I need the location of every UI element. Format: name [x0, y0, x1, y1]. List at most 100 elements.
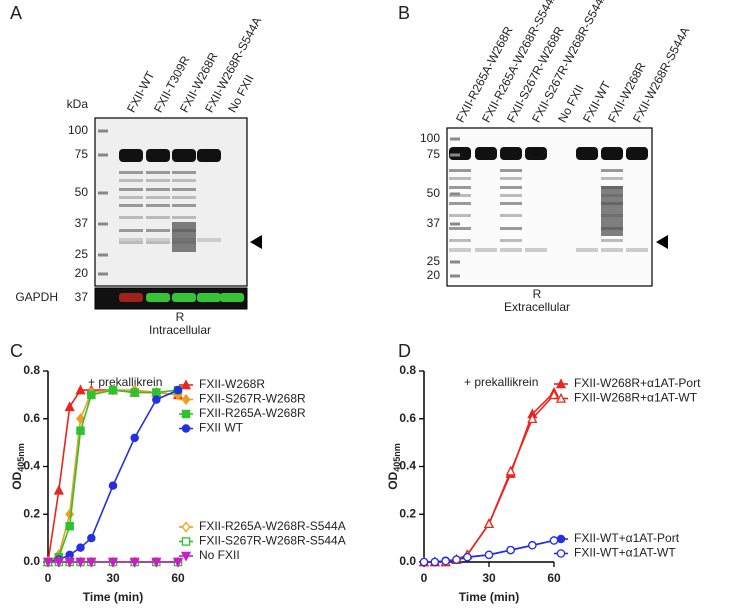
loading-band	[172, 293, 196, 302]
smear-band	[601, 239, 623, 242]
ladder-band	[98, 129, 108, 133]
smear-band	[500, 186, 522, 189]
ladder-band	[450, 222, 460, 226]
panel-label: D	[398, 341, 411, 361]
ladder-band	[450, 192, 460, 196]
smear-band	[119, 229, 143, 232]
kda-label: kDa	[67, 97, 89, 111]
y-tick-label: 0.4	[23, 459, 40, 473]
marker-label: 25	[427, 254, 441, 268]
loading-marker: 37	[75, 290, 89, 304]
y-tick-label: 0.2	[23, 506, 40, 520]
y-tick-label: 0.8	[399, 363, 416, 377]
point	[76, 543, 85, 552]
y-tick-label: 0.0	[23, 554, 40, 568]
point	[505, 465, 516, 476]
legend-label: FXII-R265A-W268R	[199, 406, 306, 420]
point	[108, 481, 118, 490]
heavy-smear	[601, 186, 623, 236]
y-axis-label-sub: 405nm	[16, 443, 26, 472]
point	[463, 552, 472, 562]
marker-label: 50	[75, 185, 89, 199]
point	[130, 388, 139, 397]
smear-band	[449, 227, 471, 230]
point	[528, 541, 537, 550]
x-tick-label: 30	[482, 571, 496, 585]
point	[483, 518, 495, 529]
point	[53, 484, 64, 495]
point	[527, 413, 538, 423]
protein-band	[197, 149, 221, 162]
legend-marker	[180, 379, 192, 390]
blot-note: R	[533, 287, 542, 301]
legend-marker	[181, 409, 191, 419]
point	[75, 557, 86, 568]
point	[484, 550, 494, 560]
x-tick-label: 0	[45, 571, 52, 585]
legend-label: FXII WT	[199, 421, 244, 435]
ladder-band	[450, 137, 460, 141]
blot	[94, 117, 248, 287]
faint-band	[449, 248, 471, 252]
point	[65, 508, 75, 520]
arrowhead	[250, 235, 262, 249]
point	[108, 385, 118, 395]
smear-band	[119, 204, 143, 207]
smear-band	[119, 196, 143, 199]
protein-band	[626, 147, 648, 160]
annotation: + prekallikrein	[464, 375, 538, 389]
smear-band	[119, 171, 143, 174]
smear-band	[500, 169, 522, 172]
x-axis-label: Time (min)	[459, 590, 519, 604]
point	[42, 557, 54, 568]
ladder-band	[450, 153, 460, 157]
smear-band	[146, 171, 170, 174]
y-tick-label: 0.6	[23, 411, 40, 425]
legend-marker	[181, 424, 191, 433]
smear-band	[500, 227, 522, 230]
legend-marker	[555, 392, 567, 403]
faint-band	[500, 248, 522, 252]
y-axis-label: OD405nm	[10, 443, 26, 490]
smear-band	[146, 188, 170, 191]
ladder-band	[98, 253, 108, 257]
smear-band	[449, 214, 471, 217]
y-tick-label: 0.0	[399, 554, 416, 568]
blot-note: R	[176, 310, 185, 324]
x-tick-label: 60	[547, 571, 561, 585]
smear-band	[449, 202, 471, 205]
marker-label: 20	[75, 266, 89, 280]
smear-band	[449, 239, 471, 242]
legend-marker	[181, 521, 191, 533]
smear-band	[119, 216, 143, 219]
marker-label: 75	[427, 147, 441, 161]
smear-band	[146, 204, 170, 207]
legend-label: No FXII	[199, 548, 240, 562]
marker-label: 25	[75, 247, 89, 261]
x-tick-label: 30	[106, 571, 120, 585]
fraction-label: Extracellular	[504, 300, 570, 314]
point	[65, 521, 74, 531]
faint-band	[475, 248, 497, 252]
point	[76, 413, 85, 425]
legend-label: FXII-S267R-W268R-S544A	[199, 534, 346, 548]
ladder-band	[98, 191, 108, 195]
legend-marker	[555, 378, 567, 389]
point	[107, 557, 119, 568]
loading-band	[146, 293, 170, 302]
ladder-band	[98, 222, 108, 226]
marker-label: 20	[427, 268, 441, 282]
point	[172, 557, 184, 568]
heavy-smear	[172, 222, 196, 252]
legend-marker	[181, 537, 191, 546]
ladder-band	[450, 260, 460, 264]
point	[87, 533, 96, 543]
smear-band	[601, 177, 623, 180]
annotation: + prekallikrein	[88, 375, 162, 389]
series-line	[47, 389, 179, 563]
x-axis-label: Time (min)	[83, 590, 143, 604]
protein-band	[525, 147, 547, 160]
point	[87, 390, 96, 400]
marker-label: 100	[68, 123, 88, 137]
